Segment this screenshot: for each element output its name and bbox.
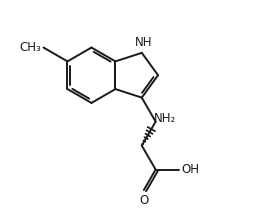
Text: CH₃: CH₃ — [19, 41, 41, 54]
Text: O: O — [139, 194, 148, 207]
Text: NH₂: NH₂ — [154, 112, 176, 125]
Text: NH: NH — [135, 36, 152, 49]
Text: OH: OH — [181, 163, 199, 176]
